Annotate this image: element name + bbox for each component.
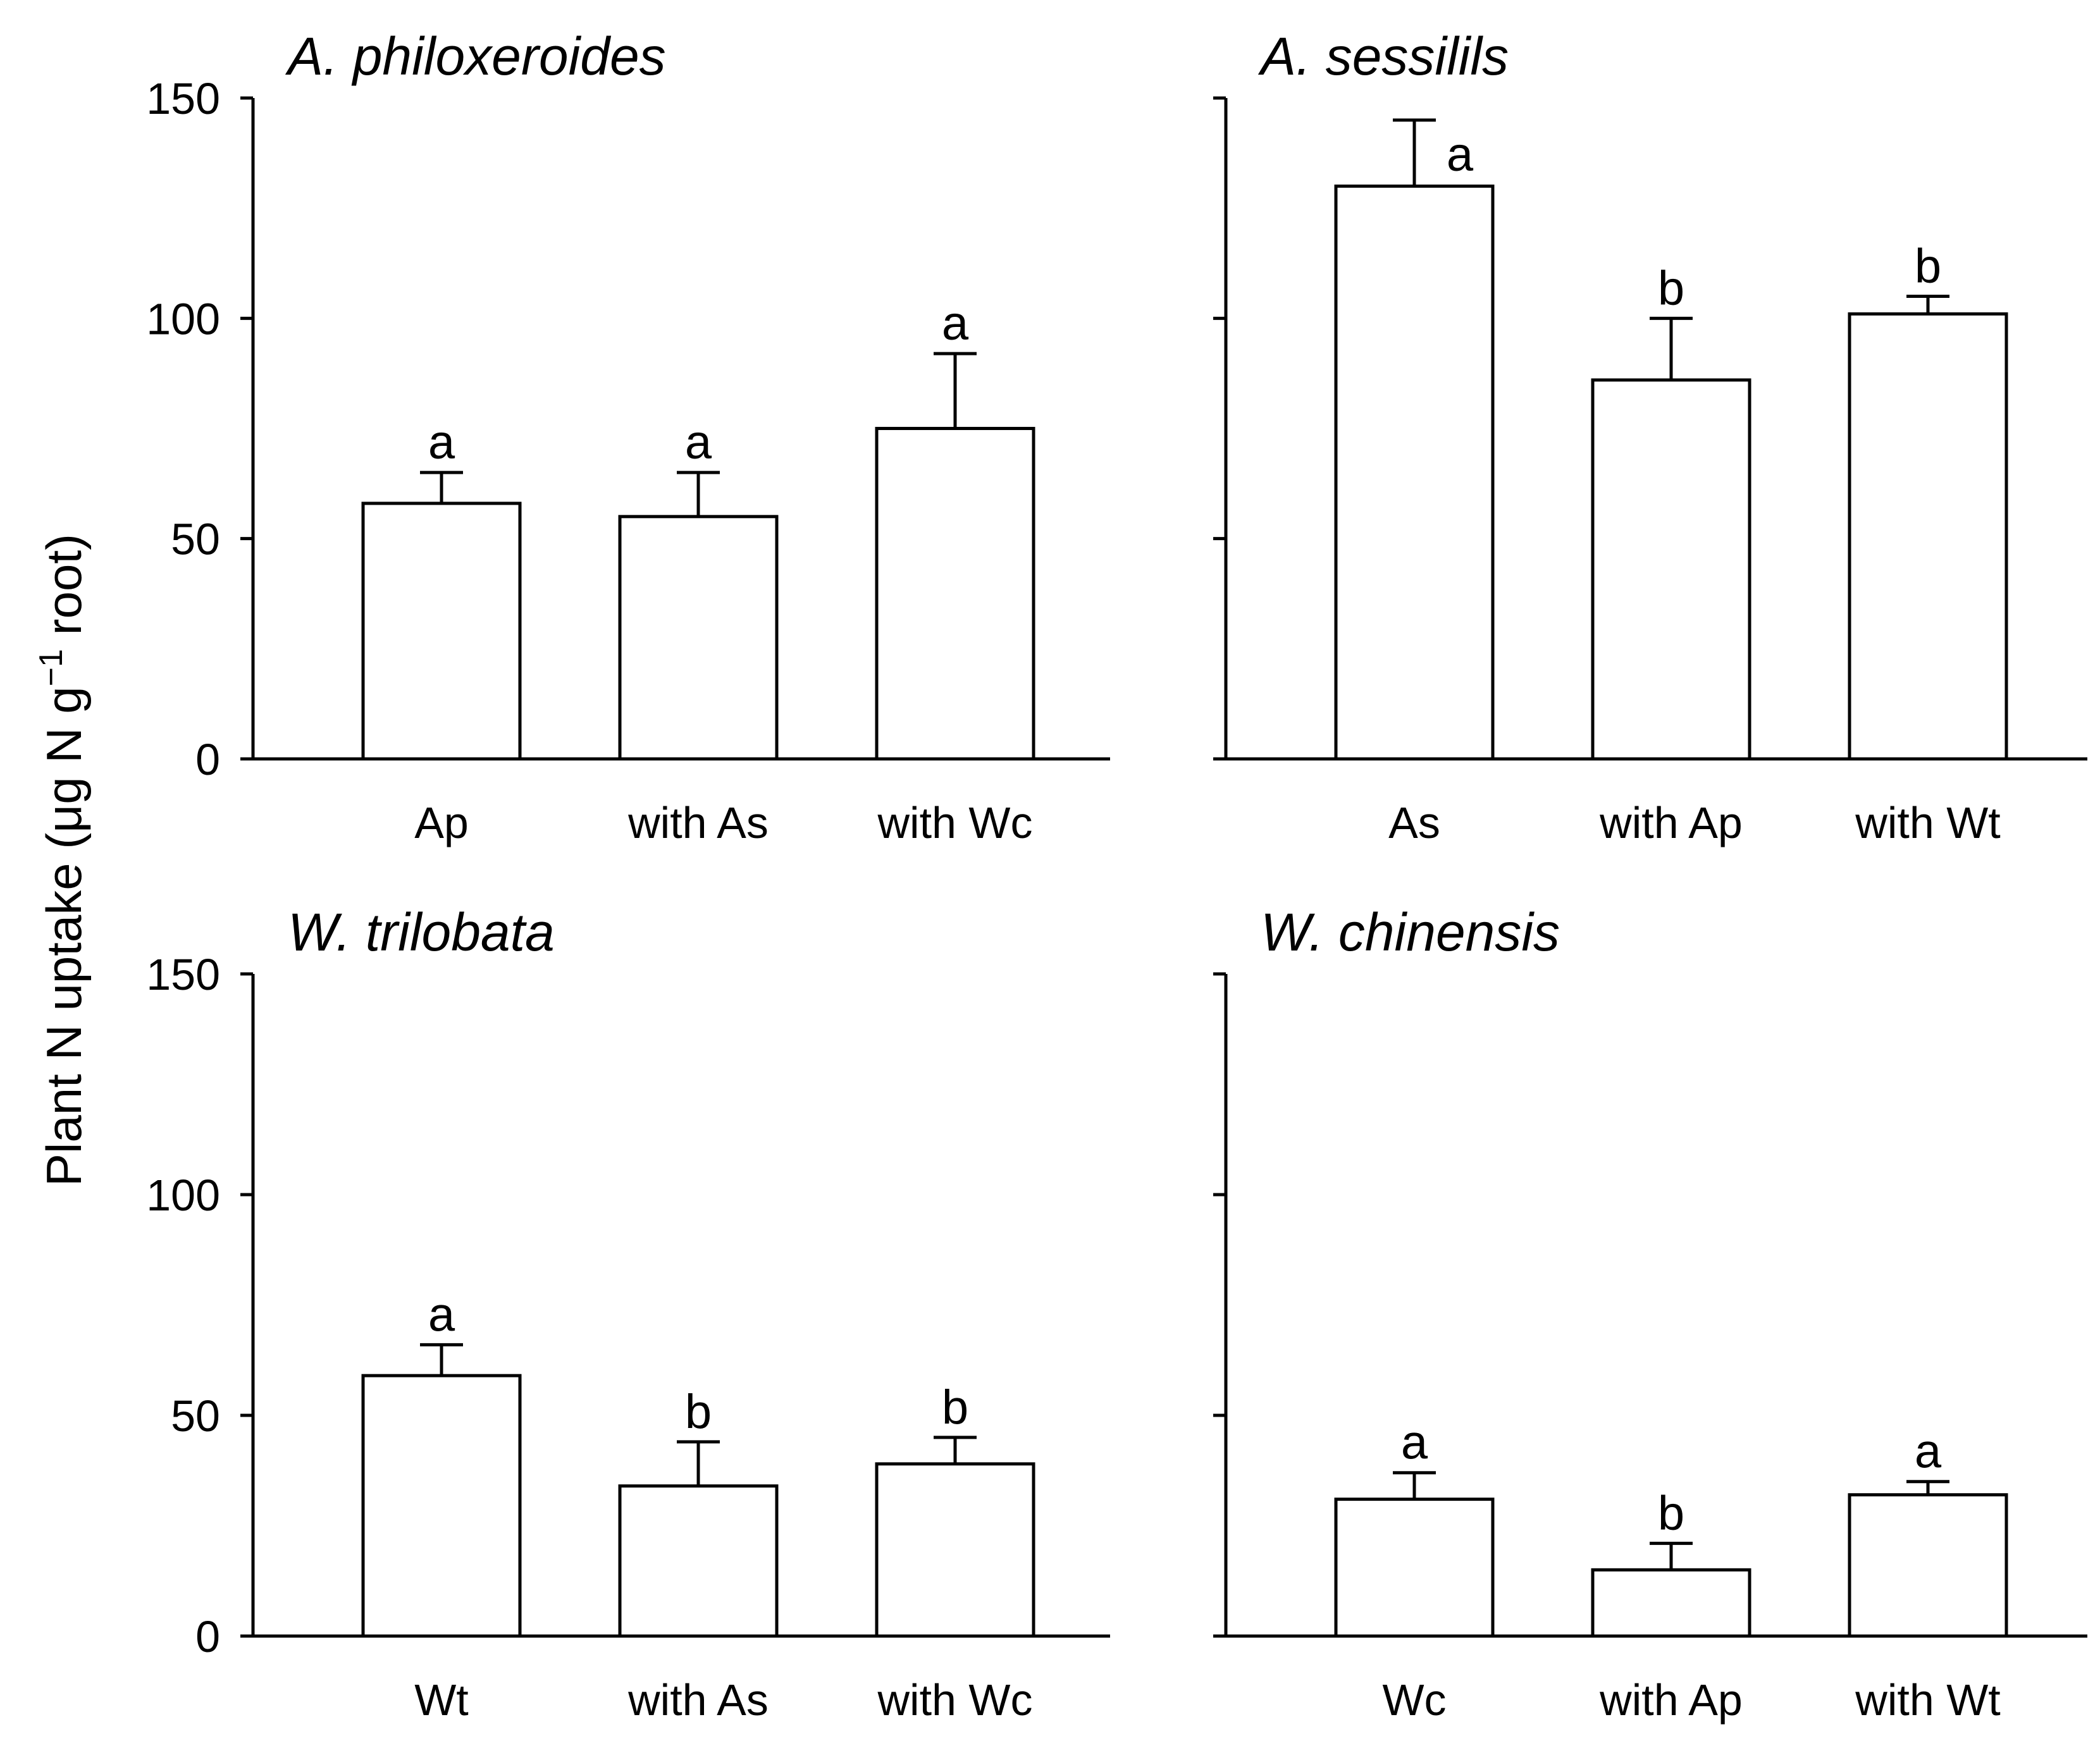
y-tick-label: 100	[146, 1171, 220, 1220]
bar	[1848, 1493, 2008, 1638]
significance-label: a	[685, 415, 712, 469]
x-tick-label: with Wc	[877, 1675, 1033, 1725]
y-axis-label-main: Plant N uptake (μg N g	[36, 686, 92, 1186]
x-tick-label: with Ap	[1599, 1675, 1743, 1725]
y-tick-label: 150	[146, 74, 220, 123]
y-tick-label: 0	[195, 735, 220, 784]
significance-label: a	[1447, 128, 1474, 182]
significance-label: b	[942, 1381, 968, 1434]
y-axis-label-superscript: −1	[33, 649, 70, 686]
panel-title: A. philoxeroides	[285, 27, 666, 86]
bar	[361, 1374, 522, 1638]
chart-panel-3: W. trilobata 0 50 100 150 a Wt b with As b with Wc	[146, 902, 1110, 1725]
x-tick-label: with Wc	[877, 798, 1033, 847]
y-axis-label: Plant N uptake (μg N g−1 root)	[33, 534, 92, 1186]
panel-title: W. chinensis	[1261, 902, 1560, 962]
x-tick-label: As	[1388, 798, 1440, 847]
bar	[875, 1462, 1035, 1638]
bar	[1848, 312, 2008, 761]
chart-panel-4: W. chinensis a Wc b with Ap a with Wt	[1213, 902, 2087, 1725]
significance-label: a	[1915, 1425, 1942, 1479]
bar	[618, 1484, 779, 1638]
bar	[1334, 184, 1495, 761]
bar	[361, 502, 522, 761]
y-axis-label-end: root)	[36, 534, 92, 649]
chart-panel-1: A. philoxeroides 0 50 100 150 a Ap a with As a wit…	[146, 27, 1110, 847]
y-tick-label: 150	[146, 950, 220, 999]
y-tick-label: 0	[195, 1612, 220, 1661]
y-tick-label: 50	[171, 1391, 220, 1441]
bar	[1591, 1568, 1751, 1638]
x-tick-label: with Wt	[1855, 798, 2000, 847]
bar	[1334, 1498, 1495, 1638]
panel-title: W. trilobata	[288, 902, 555, 962]
x-tick-label: Ap	[414, 798, 469, 847]
significance-label: a	[428, 1288, 455, 1341]
x-tick-label: Wc	[1382, 1675, 1446, 1725]
bar	[618, 515, 779, 761]
y-tick-label: 50	[171, 515, 220, 564]
significance-label: b	[685, 1385, 712, 1439]
significance-label: b	[1658, 261, 1684, 315]
significance-label: a	[428, 415, 455, 469]
significance-label: b	[1915, 240, 1941, 293]
x-tick-label: with As	[627, 1675, 769, 1725]
chart-panel-2: A. sessilils a As b with Ap b with Wt	[1213, 27, 2087, 847]
panels: A. philoxeroides 0 50 100 150 a Ap a with As a wit…	[146, 27, 2087, 1725]
significance-label: a	[942, 297, 969, 350]
bar	[1591, 378, 1751, 761]
x-tick-label: with Wt	[1855, 1675, 2000, 1725]
significance-label: b	[1658, 1486, 1684, 1540]
panel-title: A. sessilils	[1257, 27, 1509, 86]
x-tick-label: with As	[627, 798, 769, 847]
x-tick-label: Wt	[414, 1675, 469, 1725]
bar	[875, 427, 1035, 761]
y-tick-label: 100	[146, 294, 220, 343]
significance-label: a	[1401, 1416, 1428, 1470]
x-tick-label: with Ap	[1599, 798, 1743, 847]
